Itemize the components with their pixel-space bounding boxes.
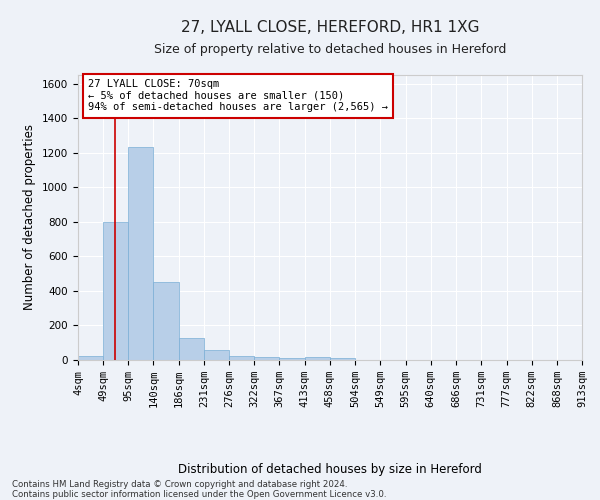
Bar bbox=[330, 358, 355, 360]
Bar bbox=[204, 350, 229, 360]
Text: 27 LYALL CLOSE: 70sqm
← 5% of detached houses are smaller (150)
94% of semi-deta: 27 LYALL CLOSE: 70sqm ← 5% of detached h… bbox=[88, 80, 388, 112]
Bar bbox=[229, 356, 254, 360]
Bar bbox=[154, 282, 179, 360]
Text: 27, LYALL CLOSE, HEREFORD, HR1 1XG: 27, LYALL CLOSE, HEREFORD, HR1 1XG bbox=[181, 20, 479, 35]
X-axis label: Distribution of detached houses by size in Hereford: Distribution of detached houses by size … bbox=[178, 463, 482, 476]
Text: Size of property relative to detached houses in Hereford: Size of property relative to detached ho… bbox=[154, 42, 506, 56]
Text: Contains HM Land Registry data © Crown copyright and database right 2024.
Contai: Contains HM Land Registry data © Crown c… bbox=[12, 480, 386, 500]
Bar bbox=[254, 356, 279, 360]
Bar bbox=[128, 146, 154, 360]
Bar bbox=[279, 358, 305, 360]
Bar bbox=[103, 222, 128, 360]
Y-axis label: Number of detached properties: Number of detached properties bbox=[23, 124, 37, 310]
Bar bbox=[179, 338, 204, 360]
Bar bbox=[305, 358, 330, 360]
Bar bbox=[78, 356, 103, 360]
